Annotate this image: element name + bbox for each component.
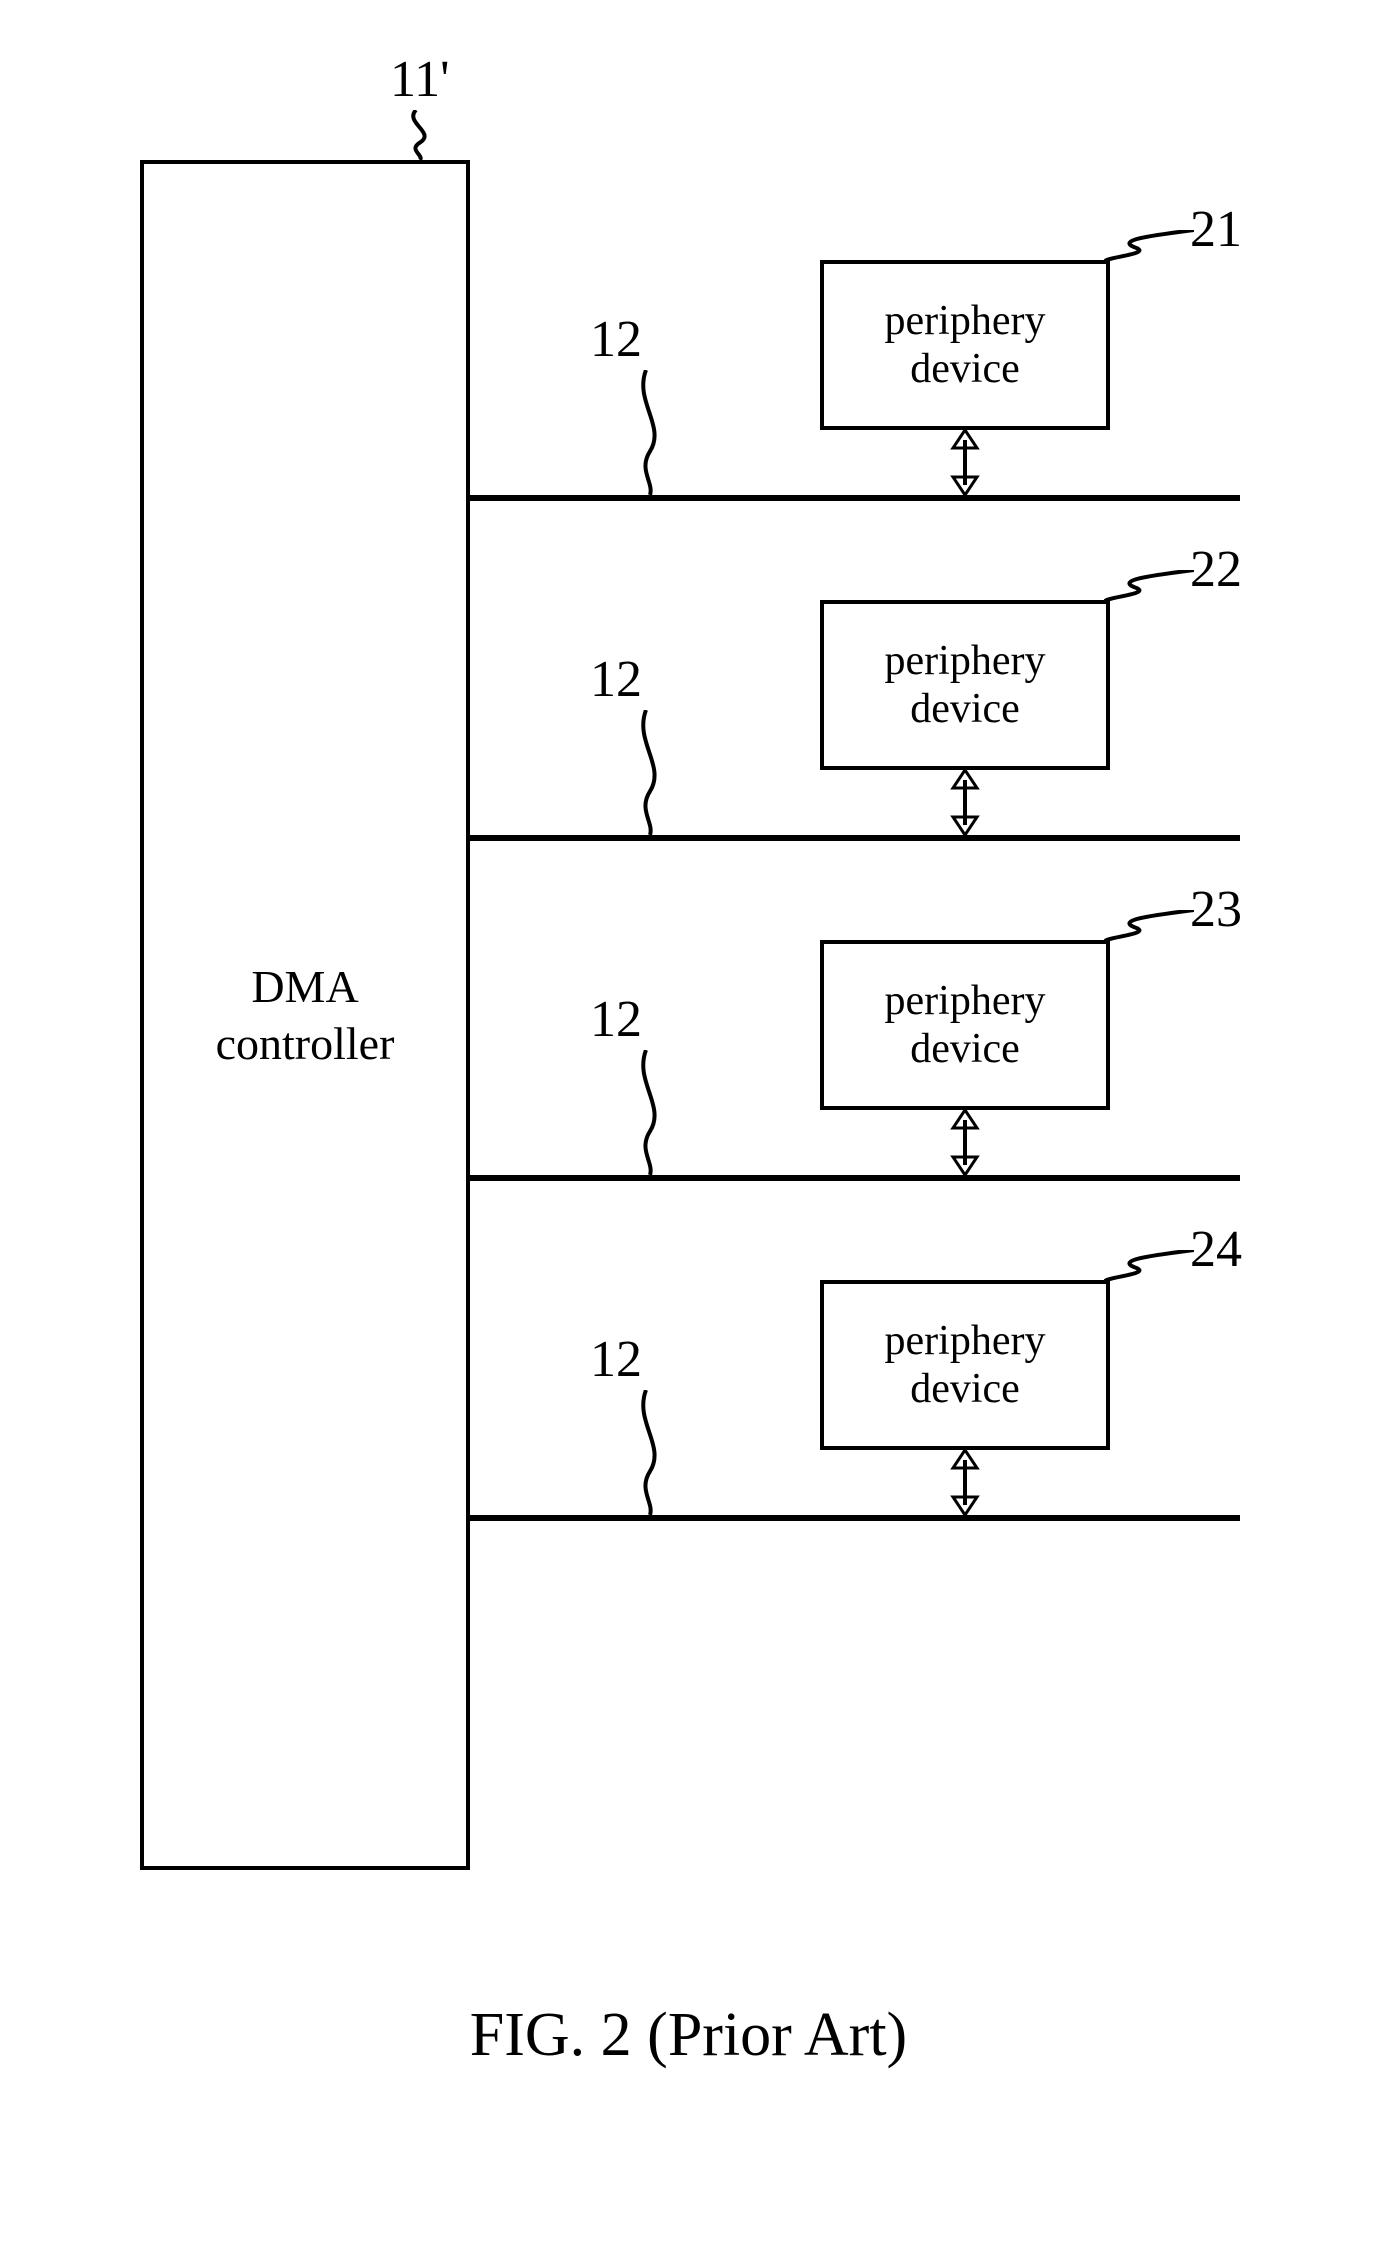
diagram-canvas: DMA controller 11' 12 12 12 12 periphery devic… (0, 0, 1377, 2261)
device-ref-label: 23 (1190, 880, 1242, 939)
device-ref-label: 22 (1190, 540, 1242, 599)
periphery-device-label: periphery device (885, 1317, 1046, 1414)
bus-label: 12 (590, 1330, 642, 1389)
bus-label: 12 (590, 310, 642, 369)
periphery-device-label: periphery device (885, 297, 1046, 394)
dma-controller-box: DMA controller (140, 160, 470, 1870)
device-ref-label: 21 (1190, 200, 1242, 259)
dma-controller-label: DMA controller (216, 958, 395, 1073)
bus-line (468, 1175, 1240, 1181)
figure-caption: FIG. 2 (Prior Art) (0, 2000, 1377, 2071)
periphery-device-box: periphery device (820, 940, 1110, 1110)
periphery-device-box: periphery device (820, 600, 1110, 770)
bus-line (468, 835, 1240, 841)
bus-label: 12 (590, 650, 642, 709)
periphery-device-box: periphery device (820, 1280, 1110, 1450)
periphery-device-label: periphery device (885, 977, 1046, 1074)
periphery-device-box: periphery device (820, 260, 1110, 430)
controller-ref-label: 11' (390, 50, 449, 109)
bus-label: 12 (590, 990, 642, 1049)
periphery-device-label: periphery device (885, 637, 1046, 734)
bus-line (468, 495, 1240, 501)
bus-line (468, 1515, 1240, 1521)
device-ref-label: 24 (1190, 1220, 1242, 1279)
